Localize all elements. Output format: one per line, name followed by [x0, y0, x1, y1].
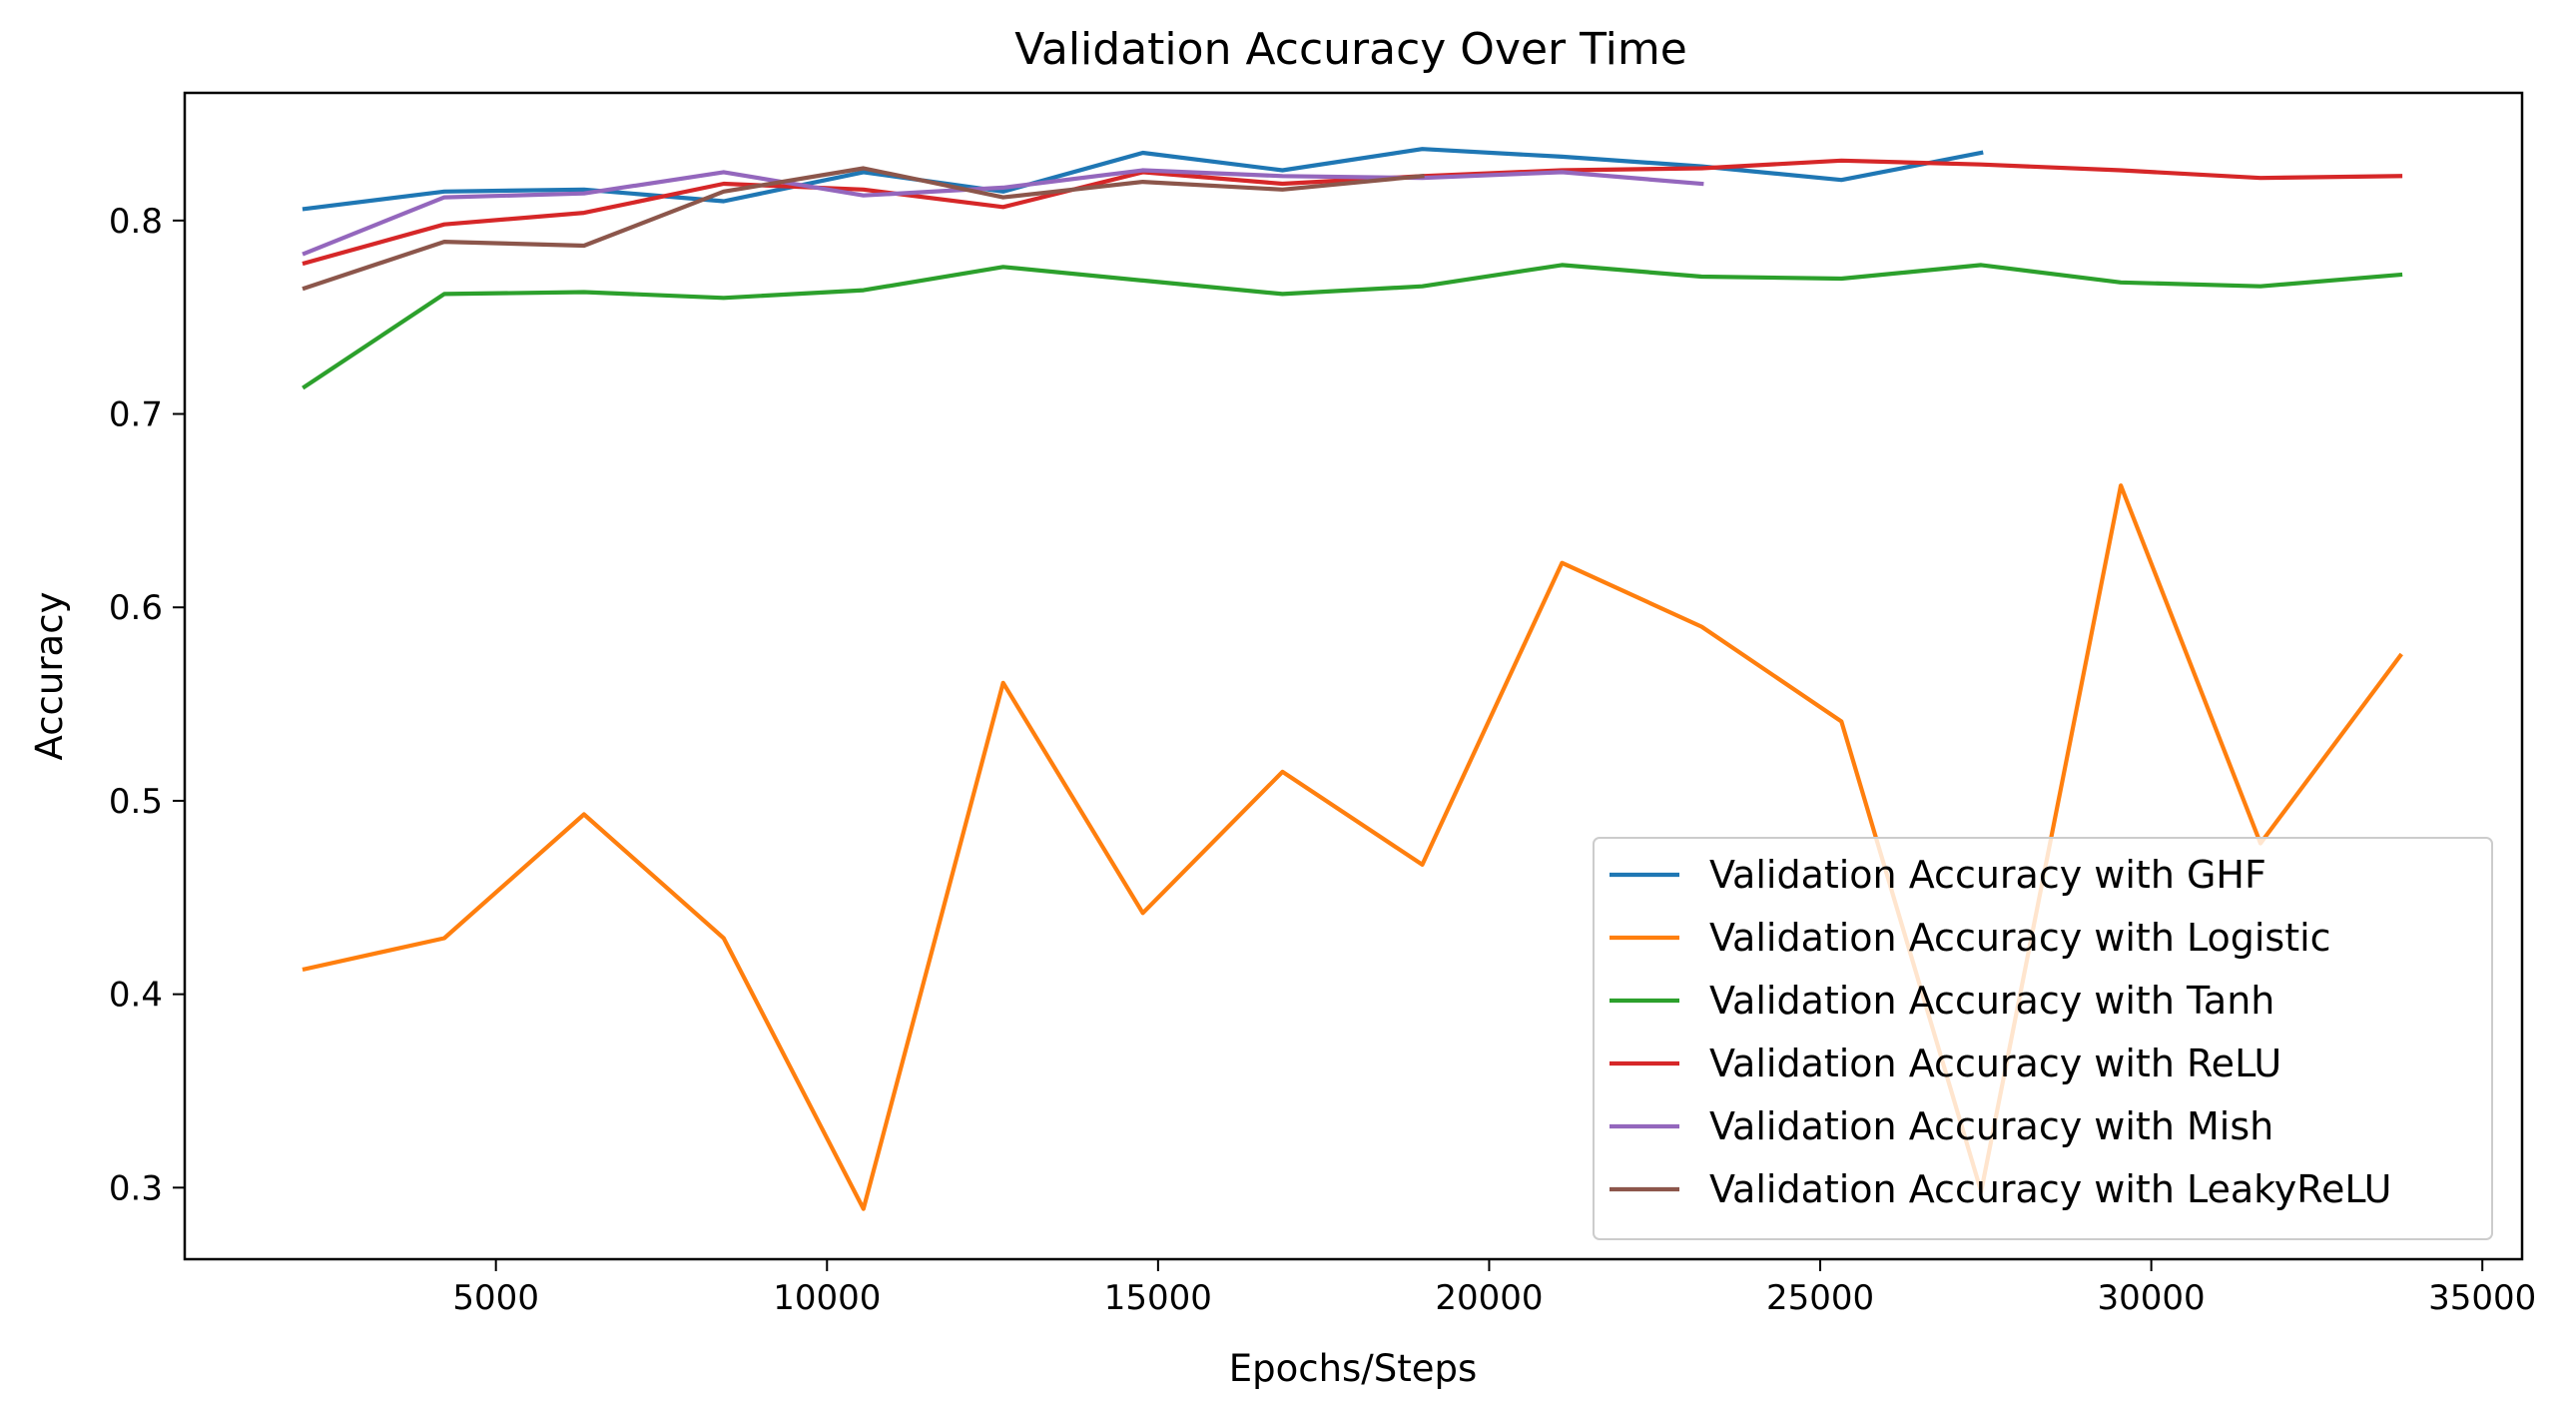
legend-label: Validation Accuracy with ReLU — [1709, 1042, 2281, 1085]
legend-label: Validation Accuracy with Tanh — [1709, 979, 2274, 1023]
x-tick-label: 20000 — [1435, 1278, 1543, 1318]
series-line-3 — [302, 158, 2403, 267]
legend-label: Validation Accuracy with Mish — [1709, 1104, 2273, 1148]
legend-label: Validation Accuracy with LeakyReLU — [1709, 1167, 2391, 1211]
y-axis-label: Accuracy — [28, 592, 71, 761]
x-axis: 5000 10000 15000 20000 25000 30000 35000 — [452, 1259, 2536, 1318]
series-line-2 — [302, 263, 2403, 390]
y-tick-label: 0.3 — [109, 1168, 163, 1208]
axes-border — [183, 91, 2524, 1261]
series-line-4 — [302, 168, 1704, 257]
y-tick-label: 0.7 — [109, 395, 163, 435]
x-tick-label: 35000 — [2428, 1278, 2536, 1318]
x-tick-label: 30000 — [2098, 1278, 2206, 1318]
x-tick-label: 15000 — [1104, 1278, 1212, 1318]
y-tick-label: 0.8 — [109, 202, 163, 242]
y-axis: 0.3 0.4 0.5 0.6 0.7 0.8 — [109, 202, 185, 1208]
legend-label: Validation Accuracy with Logistic — [1709, 916, 2331, 960]
x-tick-label: 25000 — [1766, 1278, 1874, 1318]
y-tick-label: 0.4 — [109, 976, 163, 1016]
x-tick-label: 5000 — [452, 1278, 539, 1318]
legend: Validation Accuracy with GHF Validation A… — [1593, 837, 2493, 1240]
x-axis-label: Epochs/Steps — [1229, 1347, 1478, 1390]
y-tick-label: 0.5 — [109, 782, 163, 822]
chart-title: Validation Accuracy Over Time — [1014, 24, 1687, 75]
x-tick-label: 10000 — [773, 1278, 881, 1318]
legend-box — [1593, 837, 2493, 1240]
y-tick-label: 0.6 — [109, 588, 163, 628]
series-line-5 — [302, 166, 1425, 292]
legend-label: Validation Accuracy with GHF — [1709, 853, 2266, 897]
